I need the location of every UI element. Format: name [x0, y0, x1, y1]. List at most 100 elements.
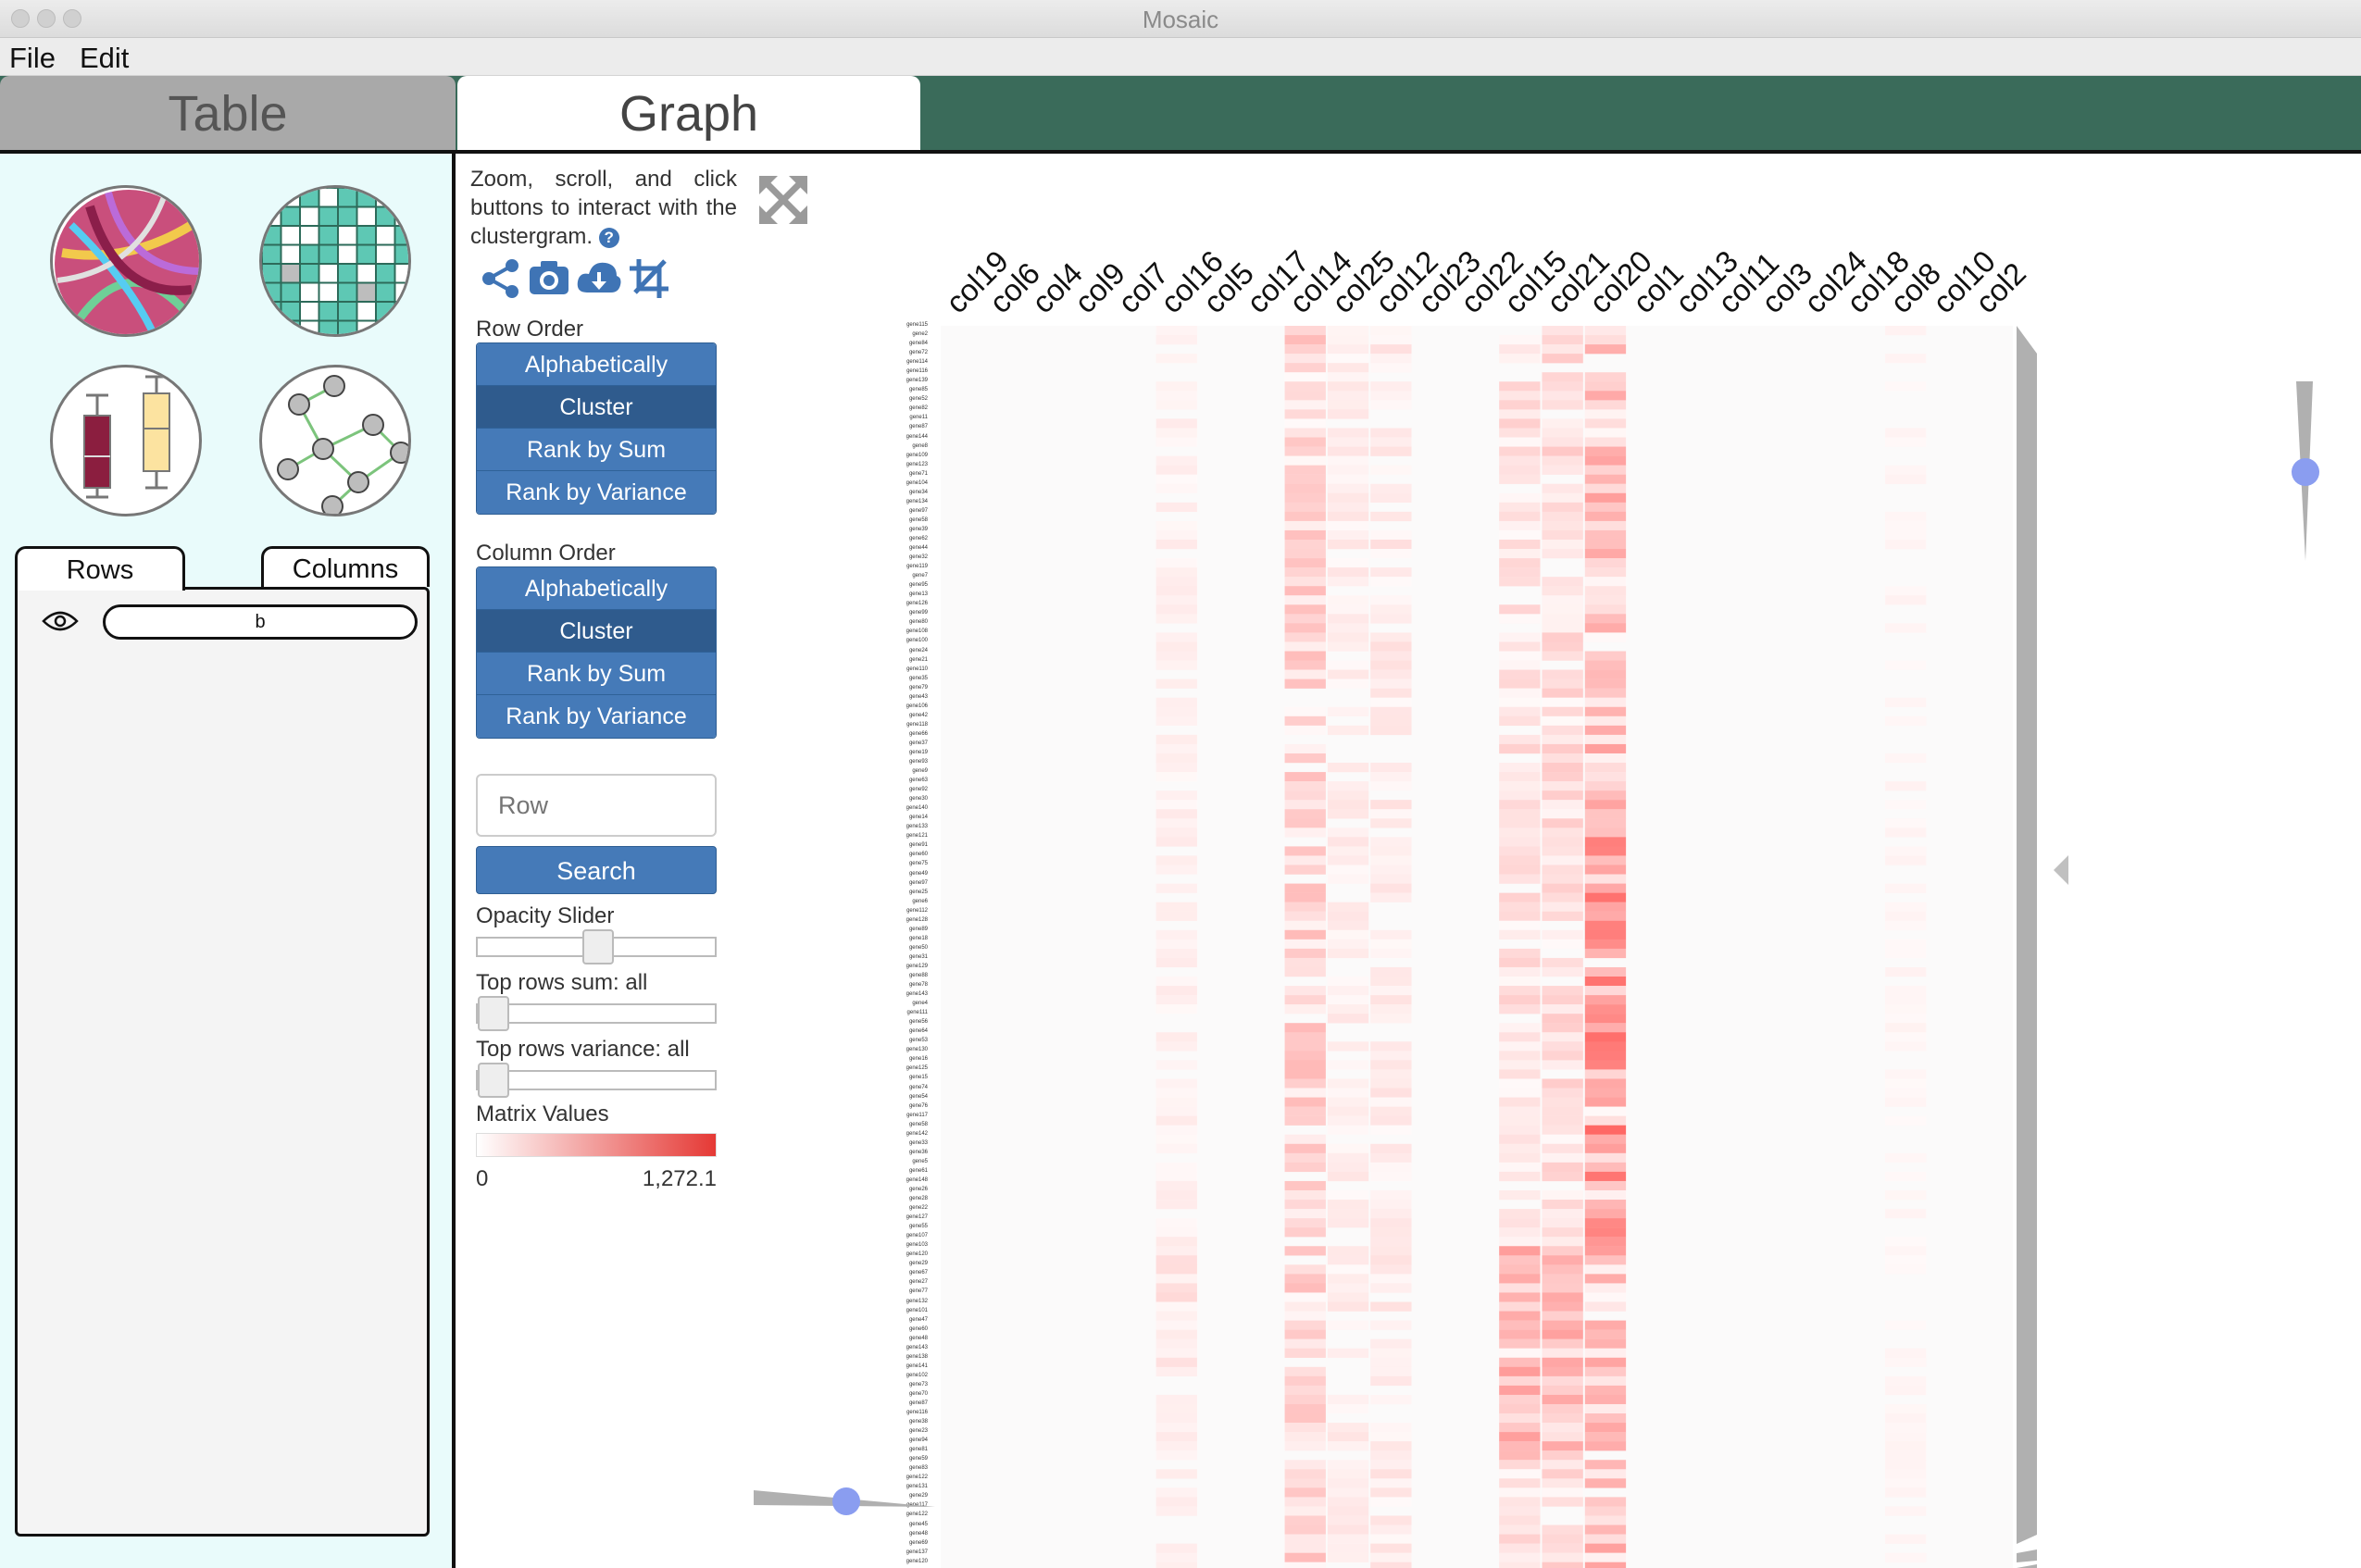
heatmap-cell[interactable]	[1542, 344, 1583, 355]
row-label[interactable]: gene69	[908, 1539, 928, 1546]
row-label[interactable]: gene59	[908, 1456, 928, 1462]
row-label[interactable]: gene143	[906, 1344, 928, 1350]
heatmap-cell[interactable]	[1499, 558, 1541, 568]
heatmap-cell[interactable]	[1542, 446, 1583, 456]
heatmap-cell[interactable]	[1542, 1441, 1583, 1451]
heatmap-cell[interactable]	[1499, 437, 1541, 447]
subtab-columns[interactable]: Columns	[261, 546, 430, 587]
heatmap-cell[interactable]	[1156, 1441, 1197, 1451]
heatmap-cell[interactable]	[1370, 1255, 1412, 1265]
heatmap-cell[interactable]	[1542, 706, 1583, 716]
heatmap-cell[interactable]	[1499, 335, 1541, 345]
heatmap-cell[interactable]	[1499, 986, 1541, 996]
heatmap-cell[interactable]	[1542, 1534, 1583, 1544]
heatmap-cell[interactable]	[1284, 1088, 1326, 1098]
heatmap-cell[interactable]	[1885, 1171, 1927, 1182]
heatmap-cell[interactable]	[1370, 529, 1412, 541]
row-label[interactable]: gene126	[906, 601, 928, 607]
heatmap-cell[interactable]	[1499, 539, 1541, 550]
heatmap-cell[interactable]	[1499, 1487, 1541, 1498]
heatmap-cell[interactable]	[1284, 1115, 1326, 1126]
heatmap-cell[interactable]	[1284, 1078, 1326, 1089]
heatmap-cell[interactable]	[1156, 428, 1197, 438]
row-label[interactable]: gene30	[908, 796, 928, 803]
heatmap-cell[interactable]	[1542, 669, 1583, 679]
row-label[interactable]: gene62	[908, 535, 928, 541]
heatmap-cell[interactable]	[1499, 734, 1541, 745]
heatmap-cell[interactable]	[1499, 1506, 1541, 1516]
heatmap-cell[interactable]	[1542, 1060, 1583, 1070]
heatmap-cell[interactable]	[1370, 1218, 1412, 1228]
heatmap-cell[interactable]	[1584, 1478, 1627, 1488]
heatmap-cell[interactable]	[1284, 1552, 1326, 1562]
row-label[interactable]: gene129	[906, 963, 928, 969]
heatmap-cell[interactable]	[1885, 1487, 1927, 1498]
row-label[interactable]: gene31	[908, 953, 928, 960]
heatmap-cell[interactable]	[1156, 772, 1197, 782]
heatmap-cell[interactable]	[1284, 986, 1326, 996]
heatmap-cell[interactable]	[1284, 939, 1326, 950]
heatmap-cell[interactable]	[1584, 381, 1627, 392]
row-label[interactable]: gene18	[908, 935, 928, 941]
heatmap-cell[interactable]	[1885, 966, 1927, 977]
row-label[interactable]: gene55	[908, 1224, 928, 1230]
heatmap-cell[interactable]	[1542, 326, 1583, 336]
heatmap-cell[interactable]	[1327, 1041, 1369, 1052]
heatmap-cell[interactable]	[1584, 1366, 1627, 1377]
heatmap-cell[interactable]	[1370, 1375, 1412, 1387]
row-label[interactable]: gene60	[908, 852, 928, 858]
heatmap-cell[interactable]	[1499, 948, 1541, 959]
heatmap-cell[interactable]	[1499, 763, 1541, 773]
row-label[interactable]: gene77	[908, 1288, 928, 1295]
heatmap-cell[interactable]	[1584, 977, 1627, 987]
heatmap-cell[interactable]	[1542, 595, 1583, 605]
heatmap-cell[interactable]	[1284, 1189, 1326, 1201]
heatmap-cell[interactable]	[1327, 939, 1369, 950]
row-label[interactable]: gene43	[908, 693, 928, 700]
heatmap-cell[interactable]	[1156, 1004, 1197, 1014]
heatmap-cell[interactable]	[1499, 1088, 1541, 1098]
heatmap-cell[interactable]	[1156, 1394, 1197, 1405]
heatmap-cell[interactable]	[1499, 660, 1541, 670]
heatmap-cell[interactable]	[1584, 511, 1627, 522]
heatmap-cell[interactable]	[1584, 409, 1627, 419]
heatmap-cell[interactable]	[1156, 1180, 1197, 1191]
heatmap-cell[interactable]	[1370, 567, 1412, 578]
heatmap-cell[interactable]	[1156, 1200, 1197, 1210]
row-label[interactable]: gene38	[908, 1419, 928, 1425]
heatmap-cell[interactable]	[1885, 1189, 1927, 1201]
heatmap-cell[interactable]	[1370, 818, 1412, 828]
row-label[interactable]: gene84	[908, 341, 928, 347]
heatmap-cell[interactable]	[1542, 939, 1583, 950]
heatmap-cell[interactable]	[1499, 1125, 1541, 1135]
row-label[interactable]: gene27	[908, 1279, 928, 1286]
row-label[interactable]: gene114	[906, 359, 928, 366]
heatmap-cell[interactable]	[1542, 1218, 1583, 1228]
heatmap-cell[interactable]	[1156, 1032, 1197, 1042]
heatmap-cell[interactable]	[1885, 1403, 1927, 1414]
heatmap-cell[interactable]	[1885, 1078, 1927, 1089]
heatmap-cell[interactable]	[1156, 1283, 1197, 1293]
heatmap-cell[interactable]	[1156, 1423, 1197, 1433]
heatmap-cell[interactable]	[1284, 1274, 1326, 1284]
heatmap-cell[interactable]	[1499, 957, 1541, 968]
heatmap-cell[interactable]	[1284, 520, 1326, 531]
heatmap-cell[interactable]	[1499, 1423, 1541, 1433]
heatmap-cell[interactable]	[1542, 1366, 1583, 1377]
heatmap-cell[interactable]	[1370, 948, 1412, 959]
row-label[interactable]: gene13	[908, 591, 928, 598]
heatmap-cell[interactable]	[1584, 1097, 1627, 1107]
heatmap-cell[interactable]	[1284, 865, 1326, 875]
heatmap-cell[interactable]	[1156, 902, 1197, 912]
heatmap-cell[interactable]	[1584, 948, 1627, 959]
heatmap-cell[interactable]	[1156, 790, 1197, 801]
heatmap-cell[interactable]	[1499, 809, 1541, 819]
heatmap-cell[interactable]	[1542, 902, 1583, 912]
row-label[interactable]: gene85	[908, 387, 928, 393]
row-label[interactable]: gene45	[908, 1521, 928, 1527]
heatmap-cell[interactable]	[1542, 1543, 1583, 1553]
heatmap-cell[interactable]	[1542, 529, 1583, 541]
eye-icon[interactable]	[42, 610, 79, 632]
heatmap-cell[interactable]	[1542, 957, 1583, 968]
heatmap-cell[interactable]	[1885, 1375, 1927, 1387]
